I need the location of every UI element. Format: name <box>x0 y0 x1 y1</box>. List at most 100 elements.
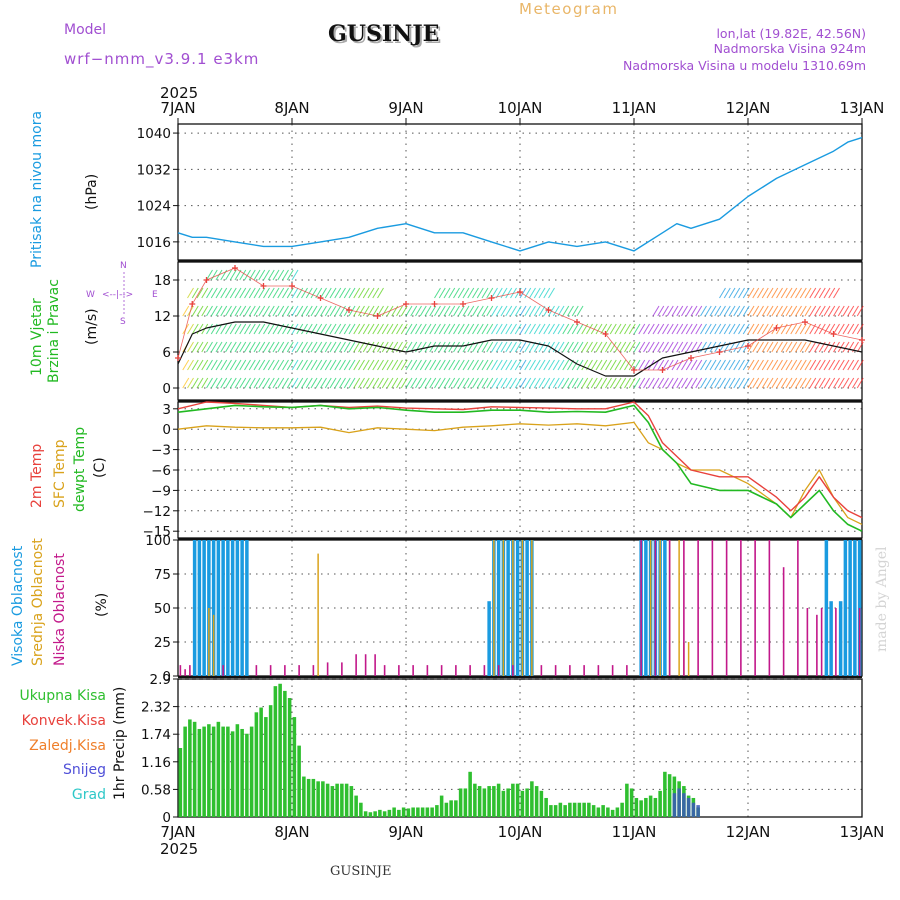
precip-bar <box>387 809 392 817</box>
pressure-ytick: 1040 <box>137 126 171 142</box>
temperature-ytick: 3 <box>162 402 171 418</box>
cloud-bar <box>858 608 861 676</box>
cloud-bar <box>754 540 756 676</box>
precip-bar <box>496 783 501 817</box>
precip-bar <box>544 797 548 817</box>
precip-bar <box>492 786 496 817</box>
pressure-ylabel: Pritisak na nivou mora <box>29 111 45 268</box>
x-tick-top: 10JAN <box>498 99 543 117</box>
precip-bar <box>249 726 254 817</box>
clouds-ytick: 0 <box>162 669 171 685</box>
temp2m-ylabel: 2m Temp <box>29 444 45 508</box>
wind-ylabel-1: 10m Vjetar <box>29 298 45 376</box>
x-tick-top: 13JAN <box>840 99 885 117</box>
precip-bar <box>572 802 577 817</box>
cloud-bar <box>540 665 543 676</box>
cloud-bar <box>326 662 329 676</box>
sfc-temp-line <box>177 421 863 525</box>
wind-ytick: 6 <box>162 345 171 361</box>
precip-bar <box>506 788 510 817</box>
cloud-bar <box>469 665 471 676</box>
cloud-bar <box>683 540 685 676</box>
precip-bar <box>325 783 330 817</box>
cloud-bar <box>179 665 182 676</box>
clouds-ytick: 25 <box>154 635 171 651</box>
cloud-bar <box>497 665 500 676</box>
precip-bar <box>520 790 525 817</box>
cloud-bar <box>202 540 206 676</box>
precip-bar <box>444 802 449 817</box>
model-altitude-label: Nadmorska Visina u modelu 1310.69m <box>623 58 866 73</box>
temperature-ytick: 0 <box>162 422 171 438</box>
precip-bar <box>311 778 316 817</box>
precip-bar <box>501 790 506 817</box>
precip-bar <box>278 683 282 817</box>
svg-text:<--|-->: <--|--> <box>102 290 133 300</box>
precip-ytick: 0 <box>162 810 171 826</box>
cloud-bar <box>341 662 343 676</box>
cloud-bar <box>829 601 833 676</box>
precip-bar <box>639 800 643 817</box>
precip-bar <box>268 705 273 817</box>
temperature-ytick: −12 <box>143 504 172 520</box>
precip-bar <box>382 811 387 817</box>
station-title-shadow: GUSINJE <box>330 23 441 49</box>
compass-icon: N W E S <--|--> <box>86 261 158 327</box>
pressure-units: (hPa) <box>84 174 100 210</box>
sfc-ylabel: SFC Temp <box>52 439 68 508</box>
precip-bar <box>297 745 301 817</box>
cloud-bar <box>208 608 210 676</box>
cloud-bar <box>583 665 585 676</box>
precip-bar <box>563 805 567 817</box>
precip-bar <box>202 726 206 817</box>
precip-bar <box>240 728 244 817</box>
cloud-series-2 <box>179 540 861 676</box>
precip-bar <box>449 800 453 817</box>
cloud-bar <box>644 540 648 676</box>
cloud-bar <box>569 665 571 676</box>
cloud-units: (%) <box>94 593 110 617</box>
precip-bar <box>439 795 444 817</box>
precip-bar <box>625 783 629 817</box>
precip-bar <box>192 721 197 817</box>
precip-bar <box>344 783 349 817</box>
precip-bar <box>397 809 401 817</box>
precip-bar <box>235 724 240 817</box>
wind-gust-markers <box>175 265 865 373</box>
temperature-ytick: −6 <box>151 463 171 479</box>
cloud-bar <box>222 665 224 676</box>
precip-bar <box>534 786 539 817</box>
precip-bar <box>615 807 620 817</box>
cloud-bar <box>317 553 319 676</box>
x-tick-top: 9JAN <box>388 99 423 117</box>
cloud-bar <box>212 614 215 676</box>
precip-bar <box>359 802 363 817</box>
cloud-bar <box>740 540 742 676</box>
cloud-bar <box>374 654 376 676</box>
high-cloud-ylabel: Visoka Oblacnost <box>10 545 26 666</box>
wind-barbs <box>182 269 864 389</box>
precip-bar <box>221 726 225 817</box>
pressure-line <box>177 136 863 252</box>
snow-bar <box>677 788 681 817</box>
precip-bar <box>245 733 249 817</box>
pressure-grid <box>177 124 863 260</box>
precip-bar <box>306 778 311 817</box>
wind-units: (m/s) <box>84 308 100 345</box>
snow-bar <box>672 793 677 817</box>
cloud-bar <box>298 665 300 676</box>
precip-bars <box>178 683 700 817</box>
cloud-bar <box>626 665 628 676</box>
x-tick-bottom: 7JAN <box>160 823 195 841</box>
precip-bar <box>416 807 420 817</box>
precip-bar <box>273 686 278 817</box>
cloud-bar <box>383 665 386 676</box>
cloud-bar <box>531 540 533 676</box>
precip-bar <box>302 776 306 817</box>
cloud-series-1 <box>208 540 690 676</box>
cloud-bar <box>216 540 221 676</box>
precip-bar <box>401 807 406 817</box>
wind-speed-line <box>177 321 863 377</box>
cloud-bar <box>835 608 837 676</box>
